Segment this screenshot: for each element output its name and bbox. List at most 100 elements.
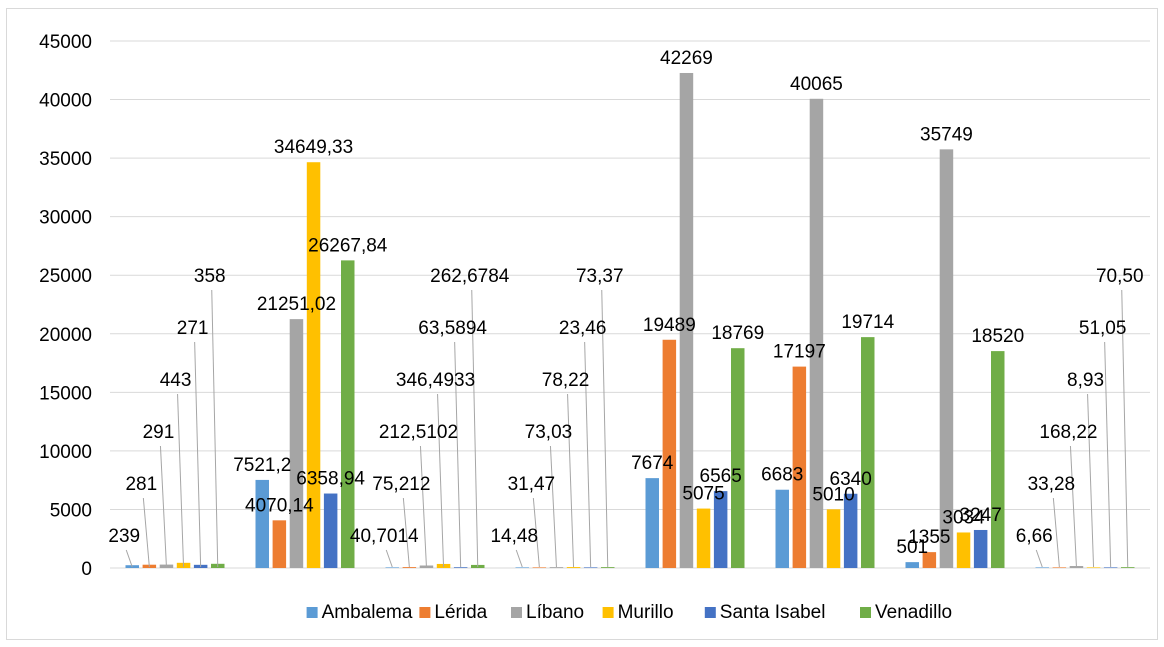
data-label: 31,47 <box>508 474 556 495</box>
y-tick-label: 10000 <box>39 442 92 463</box>
data-label: 8,93 <box>1067 370 1104 391</box>
data-label: 271 <box>177 318 209 339</box>
data-labels: 239 281 291 443 271 358 7521,2 4070,14 21251,02 3… <box>108 48 1143 558</box>
bar <box>905 562 919 568</box>
legend-swatch <box>602 607 614 618</box>
bar <box>713 491 728 568</box>
bar <box>775 489 789 568</box>
data-label: 6565 <box>700 466 742 487</box>
leader-line <box>402 497 410 568</box>
bar <box>453 567 468 568</box>
data-label: 3247 <box>960 505 1002 526</box>
data-label: 73,37 <box>576 266 624 287</box>
bar <box>809 98 824 568</box>
data-label: 17197 <box>773 342 826 363</box>
data-label: 40065 <box>790 74 843 95</box>
data-label: 3034 <box>942 507 985 528</box>
bar <box>956 532 971 568</box>
bar <box>1069 566 1084 568</box>
leader-line <box>125 549 133 568</box>
bar <box>402 567 417 568</box>
bar <box>1121 567 1135 568</box>
bar <box>731 348 745 568</box>
leader-line <box>159 445 167 568</box>
data-label: 4070,14 <box>245 495 314 516</box>
leader-line <box>1104 341 1112 568</box>
data-label: 73,03 <box>525 422 573 443</box>
bar <box>1052 567 1067 568</box>
data-label: 1355 <box>908 527 950 548</box>
legend-label: Ambalema <box>322 602 413 623</box>
data-label: 70,50 <box>1096 266 1144 287</box>
leader-line <box>1052 497 1060 568</box>
data-label: 19714 <box>841 312 894 333</box>
data-label: 443 <box>160 370 192 391</box>
bar <box>1035 567 1049 568</box>
leader-line <box>437 393 445 568</box>
bar <box>1086 567 1101 568</box>
data-label: 19489 <box>643 315 696 336</box>
leader-line <box>549 445 557 568</box>
bar <box>843 493 858 568</box>
leader-line <box>419 445 427 568</box>
data-label: 42269 <box>660 48 713 69</box>
leader-line <box>211 289 219 568</box>
data-label: 78,22 <box>542 370 590 391</box>
bar <box>323 493 338 568</box>
data-label: 212,5102 <box>379 422 458 443</box>
data-label: 63,5894 <box>418 318 487 339</box>
y-tick-label: 5000 <box>50 500 92 521</box>
legend-swatch <box>306 607 318 618</box>
data-label: 14,48 <box>490 526 538 547</box>
bar <box>255 479 269 568</box>
data-label: 6340 <box>830 469 872 490</box>
y-tick-label: 20000 <box>39 325 92 346</box>
bar <box>973 529 988 568</box>
legend-swatch <box>511 607 522 618</box>
y-tick-label: 45000 <box>39 32 92 53</box>
data-label: 75,212 <box>372 474 430 495</box>
bar <box>306 162 321 569</box>
bar <box>826 509 841 568</box>
data-label: 358 <box>194 266 226 287</box>
bar <box>272 520 287 568</box>
data-label: 5075 <box>682 484 724 505</box>
bar <box>861 337 875 568</box>
y-tick-label: 40000 <box>39 91 92 112</box>
bar <box>289 319 304 568</box>
bar <box>532 567 547 568</box>
leader-line <box>194 341 202 568</box>
y-tick-label: 35000 <box>39 149 92 170</box>
data-label: 6358,94 <box>296 469 365 490</box>
data-label: 6683 <box>761 465 803 486</box>
data-label: 346,4933 <box>396 370 475 391</box>
legend-swatch <box>419 607 431 618</box>
leader-line <box>584 341 592 568</box>
data-label: 21251,02 <box>257 294 336 315</box>
data-label: 35749 <box>920 124 973 145</box>
y-tick-label: 0 <box>81 559 92 580</box>
bar <box>696 508 711 568</box>
leader-line <box>567 393 575 568</box>
leader-line <box>532 497 540 568</box>
data-label: 291 <box>143 422 175 443</box>
bar <box>662 339 677 568</box>
data-label: 40,7014 <box>350 526 419 547</box>
bar <box>922 552 937 568</box>
leader-line <box>142 497 150 568</box>
data-label: 168,22 <box>1039 422 1097 443</box>
bar <box>341 260 355 568</box>
leader-line <box>1121 289 1129 568</box>
data-label: 34649,33 <box>274 137 353 158</box>
bar <box>679 72 694 569</box>
data-label: 7521,2 <box>233 455 291 476</box>
bar <box>792 366 807 568</box>
data-label: 26267,84 <box>308 235 388 256</box>
leader-line <box>471 289 479 568</box>
leader-line <box>1087 393 1095 568</box>
bar <box>601 567 615 568</box>
bar <box>549 567 564 568</box>
bar <box>385 567 399 568</box>
data-label: 5010 <box>812 484 854 505</box>
legend-swatch <box>860 607 871 618</box>
